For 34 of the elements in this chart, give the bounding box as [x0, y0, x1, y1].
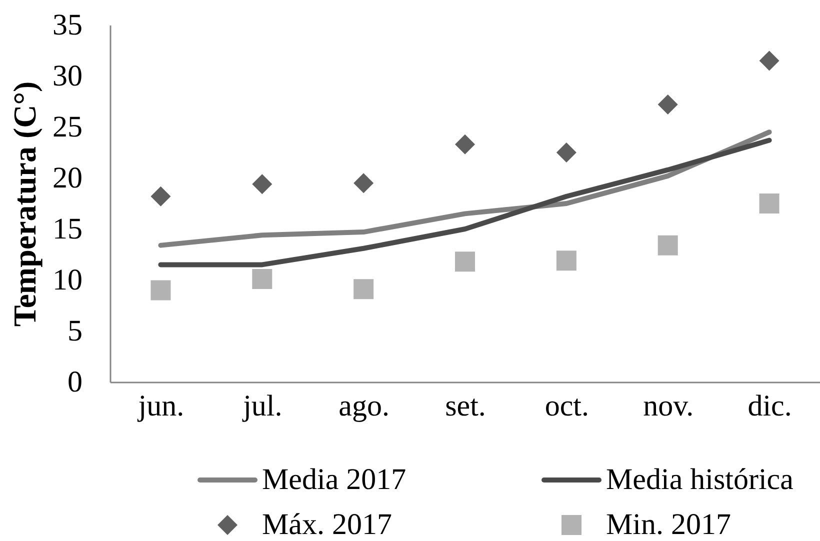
point: [455, 134, 475, 154]
legend-label: Media 2017: [262, 463, 406, 496]
point: [658, 235, 678, 256]
x-tick-label: ago.: [338, 390, 390, 422]
x-tick-label: set.: [445, 390, 486, 422]
point: [354, 279, 374, 300]
point: [658, 94, 678, 115]
point: [759, 50, 780, 71]
point: [455, 252, 475, 272]
y-tick-label: 20: [52, 162, 82, 194]
x-tick-label: jul.: [242, 390, 282, 422]
point: [759, 194, 780, 214]
point: [252, 174, 272, 194]
y-tick-label: 15: [52, 212, 82, 246]
y-tick-label: 25: [52, 110, 82, 144]
point: [354, 173, 374, 194]
x-tick-label: dic.: [748, 390, 792, 422]
point: [150, 280, 171, 300]
legend-label: Media histórica: [606, 463, 794, 496]
point: [556, 142, 576, 162]
point: [252, 268, 272, 289]
x-tick-label: nov.: [643, 390, 694, 422]
y-tick-label: 10: [52, 264, 82, 296]
y-tick-label: 35: [52, 8, 82, 42]
legend-label: Máx. 2017: [262, 508, 392, 541]
x-tick-label: oct.: [544, 390, 590, 422]
y-tick-label: 30: [52, 60, 82, 92]
point: [556, 250, 576, 271]
x-tick-label: jun.: [137, 390, 184, 422]
legend-label: Min. 2017: [606, 508, 732, 541]
y-tick-label: 5: [68, 314, 82, 348]
y-tick-label: 0: [68, 366, 82, 398]
point: [150, 186, 171, 206]
y-axis-title: Temperatura (C°): [6, 81, 42, 327]
